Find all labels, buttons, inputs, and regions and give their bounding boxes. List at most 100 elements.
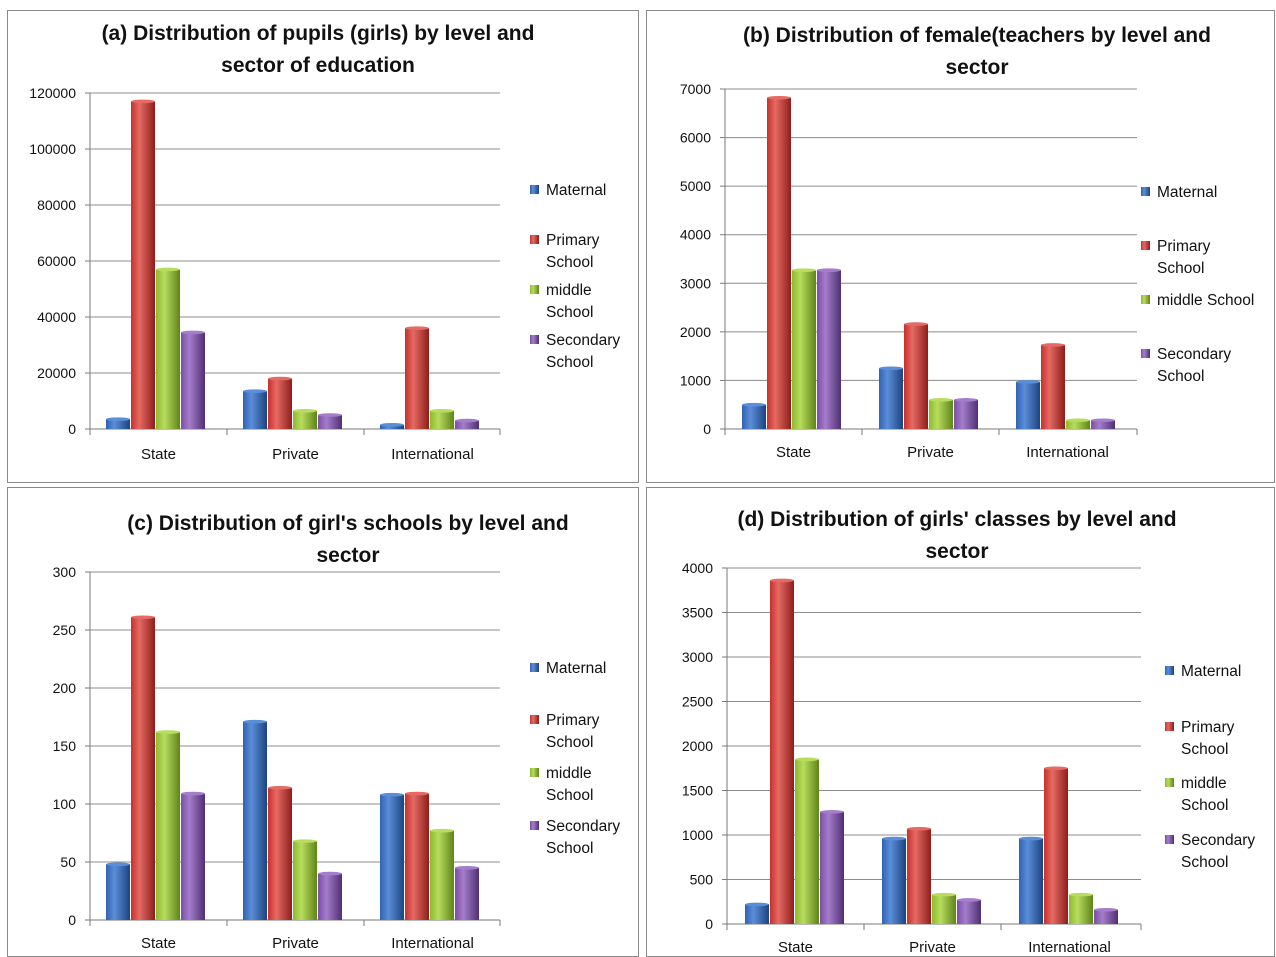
bar-top-cap (1044, 766, 1068, 771)
bar-middle-school-private (929, 399, 953, 429)
x-category-label: Private (272, 935, 319, 952)
legend-label: School (546, 254, 593, 271)
y-tick-label: 5000 (680, 178, 711, 194)
bar-top-cap (904, 322, 928, 326)
legend-label: Primary (1181, 719, 1235, 736)
bar-maternal-international (380, 794, 404, 920)
legend-label: Maternal (546, 182, 606, 199)
chart-title: (b) Distribution of female(teachers by l… (743, 24, 1211, 47)
bar-maternal-private (882, 838, 906, 924)
bar-primary-school-private (904, 324, 928, 429)
bar-maternal-private (243, 391, 267, 429)
y-tick-label: 1500 (682, 783, 713, 799)
bar-top-cap (405, 791, 429, 796)
bar-top-cap (181, 330, 205, 335)
bar-top-cap (430, 828, 454, 833)
legend-swatch (530, 821, 539, 830)
y-tick-label: 1000 (680, 372, 711, 388)
y-tick-label: 200 (53, 680, 77, 696)
bar-top-cap (455, 866, 479, 870)
bar-top-cap (795, 757, 819, 762)
bar-top-cap (1019, 836, 1043, 841)
chart-c-svg: (c) Distribution of girl's schools by le… (53, 512, 621, 952)
bar-top-cap (268, 785, 292, 790)
legend-label: School (1157, 368, 1204, 385)
bar-secondary-school-state (820, 811, 844, 924)
bar-top-cap (1091, 418, 1115, 423)
y-tick-label: 2500 (682, 694, 713, 710)
x-category-label: Private (272, 446, 319, 463)
bar-secondary-school-state (181, 332, 205, 429)
y-tick-label: 4000 (682, 560, 713, 576)
legend-swatch (1165, 722, 1174, 731)
bar-top-cap (957, 898, 981, 902)
bar-middle-school-international (1066, 420, 1090, 429)
chart-title: sector (925, 540, 988, 563)
y-tick-label: 0 (703, 421, 711, 437)
chart-panel-d: (d) Distribution of girls' classes by le… (646, 487, 1275, 957)
y-tick-label: 0 (68, 421, 76, 437)
y-tick-label: 2000 (682, 738, 713, 754)
bar-primary-school-international (405, 793, 429, 920)
legend-label: Maternal (546, 660, 606, 677)
bar-maternal-private (879, 368, 903, 429)
chart-a-svg: (a) Distribution of pupils (girls) by le… (29, 22, 620, 463)
legend-label: School (1181, 854, 1228, 871)
legend-label: School (546, 304, 593, 321)
bar-top-cap (1069, 892, 1093, 897)
legend-swatch (1141, 349, 1150, 358)
legend-swatch (530, 235, 539, 244)
legend-swatch (530, 768, 539, 777)
x-category-label: State (141, 446, 176, 463)
bar-top-cap (106, 417, 130, 422)
legend-label: middle (546, 282, 592, 299)
bar-top-cap (380, 792, 404, 797)
y-tick-label: 4000 (680, 227, 711, 243)
bar-middle-school-private (293, 841, 317, 920)
bar-primary-school-state (131, 101, 155, 430)
bar-top-cap (430, 409, 454, 413)
bar-top-cap (1016, 380, 1040, 384)
legend-swatch (1165, 778, 1174, 787)
bar-primary-school-state (767, 97, 791, 429)
y-tick-label: 3000 (682, 649, 713, 665)
bar-middle-school-private (293, 410, 317, 429)
x-category-label: International (391, 935, 474, 952)
bar-top-cap (907, 826, 931, 831)
y-tick-label: 150 (53, 738, 77, 754)
legend-label: School (1181, 741, 1228, 758)
y-tick-label: 60000 (37, 253, 76, 269)
x-category-label: Private (909, 939, 956, 956)
legend-swatch (1141, 295, 1150, 304)
bar-top-cap (767, 95, 791, 100)
bar-top-cap (106, 862, 130, 867)
bar-maternal-international (1019, 838, 1043, 924)
bar-primary-school-international (1041, 344, 1065, 429)
bar-top-cap (1041, 343, 1065, 347)
legend-swatch (530, 185, 539, 194)
legend-label: Maternal (1157, 184, 1217, 201)
legend-swatch (1165, 835, 1174, 844)
chart-panel-a: (a) Distribution of pupils (girls) by le… (7, 10, 639, 483)
x-category-label: International (391, 446, 474, 463)
bar-top-cap (131, 99, 155, 104)
chart-title: sector (945, 56, 1008, 79)
bar-secondary-school-international (1091, 420, 1115, 429)
chart-title: (c) Distribution of girl's schools by le… (127, 512, 568, 535)
y-tick-label: 0 (68, 912, 76, 928)
legend-label: School (1157, 260, 1204, 277)
chart-title: sector (316, 544, 379, 567)
bar-secondary-school-private (957, 899, 981, 924)
legend-label: middle School (1157, 292, 1254, 309)
legend-label: Secondary (546, 818, 620, 835)
bar-maternal-state (742, 404, 766, 429)
bar-primary-school-private (268, 378, 292, 429)
bar-top-cap (879, 366, 903, 371)
bar-maternal-private (243, 721, 267, 920)
bar-top-cap (932, 892, 956, 897)
y-tick-label: 250 (53, 622, 77, 638)
legend-label: School (546, 734, 593, 751)
bar-primary-school-international (1044, 768, 1068, 924)
legend-swatch (1141, 241, 1150, 250)
x-category-label: State (776, 444, 811, 461)
